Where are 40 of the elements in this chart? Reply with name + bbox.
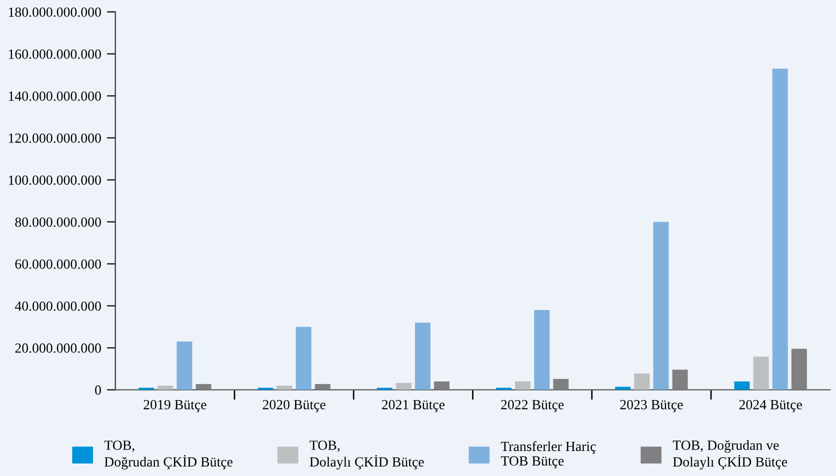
bar — [158, 386, 174, 390]
bar — [653, 222, 669, 390]
bar — [791, 348, 807, 390]
bar — [634, 373, 650, 390]
x-tick-label: 2023 Bütçe — [620, 400, 683, 412]
y-tick-label: 140.000.000.000 — [8, 91, 101, 101]
x-tick-label: 2022 Bütçe — [501, 400, 564, 412]
bar — [414, 322, 430, 390]
legend-label: Transferler Hariç TOB Bütçe — [500, 441, 596, 468]
bar — [734, 381, 750, 390]
bar — [296, 326, 312, 390]
y-tick-label: 0 — [95, 385, 101, 395]
y-tick-label: 20.000.000.000 — [15, 343, 101, 353]
y-tick-label: 160.000.000.000 — [8, 49, 101, 59]
bar — [176, 342, 192, 390]
bar — [396, 382, 412, 390]
bar — [672, 370, 688, 390]
bar — [196, 384, 212, 390]
bar — [534, 310, 550, 390]
bar — [615, 386, 631, 390]
y-tick-label: 60.000.000.000 — [15, 259, 101, 269]
y-tick-label: 180.000.000.000 — [8, 7, 101, 17]
legend-label: TOB, Doğrudan ve Dolaylı ÇKİD Bütçe — [672, 440, 788, 470]
x-tick-label: 2021 Bütçe — [382, 400, 445, 412]
legend-label: TOB, Dolaylı ÇKİD Bütçe — [310, 440, 424, 470]
bar — [434, 381, 450, 390]
bar — [276, 386, 292, 390]
x-tick-label: 2024 Bütçe — [739, 400, 802, 412]
y-tick-label: 40.000.000.000 — [14, 301, 101, 311]
x-tick-label: 2020 Bütçe — [262, 400, 326, 412]
bar — [772, 68, 788, 390]
bar — [515, 381, 531, 390]
x-tick-label: 2019 Bütçe — [144, 400, 206, 412]
bar — [553, 378, 569, 390]
legend-label: TOB, Doğrudan ÇKİD Bütçe — [104, 440, 232, 470]
y-tick-label: 120.000.000.000 — [8, 133, 101, 143]
bar — [314, 384, 330, 390]
bar — [753, 356, 769, 390]
y-tick-label: 80.000.000.000 — [15, 217, 101, 227]
y-tick-label: 100.000.000.000 — [8, 175, 101, 185]
